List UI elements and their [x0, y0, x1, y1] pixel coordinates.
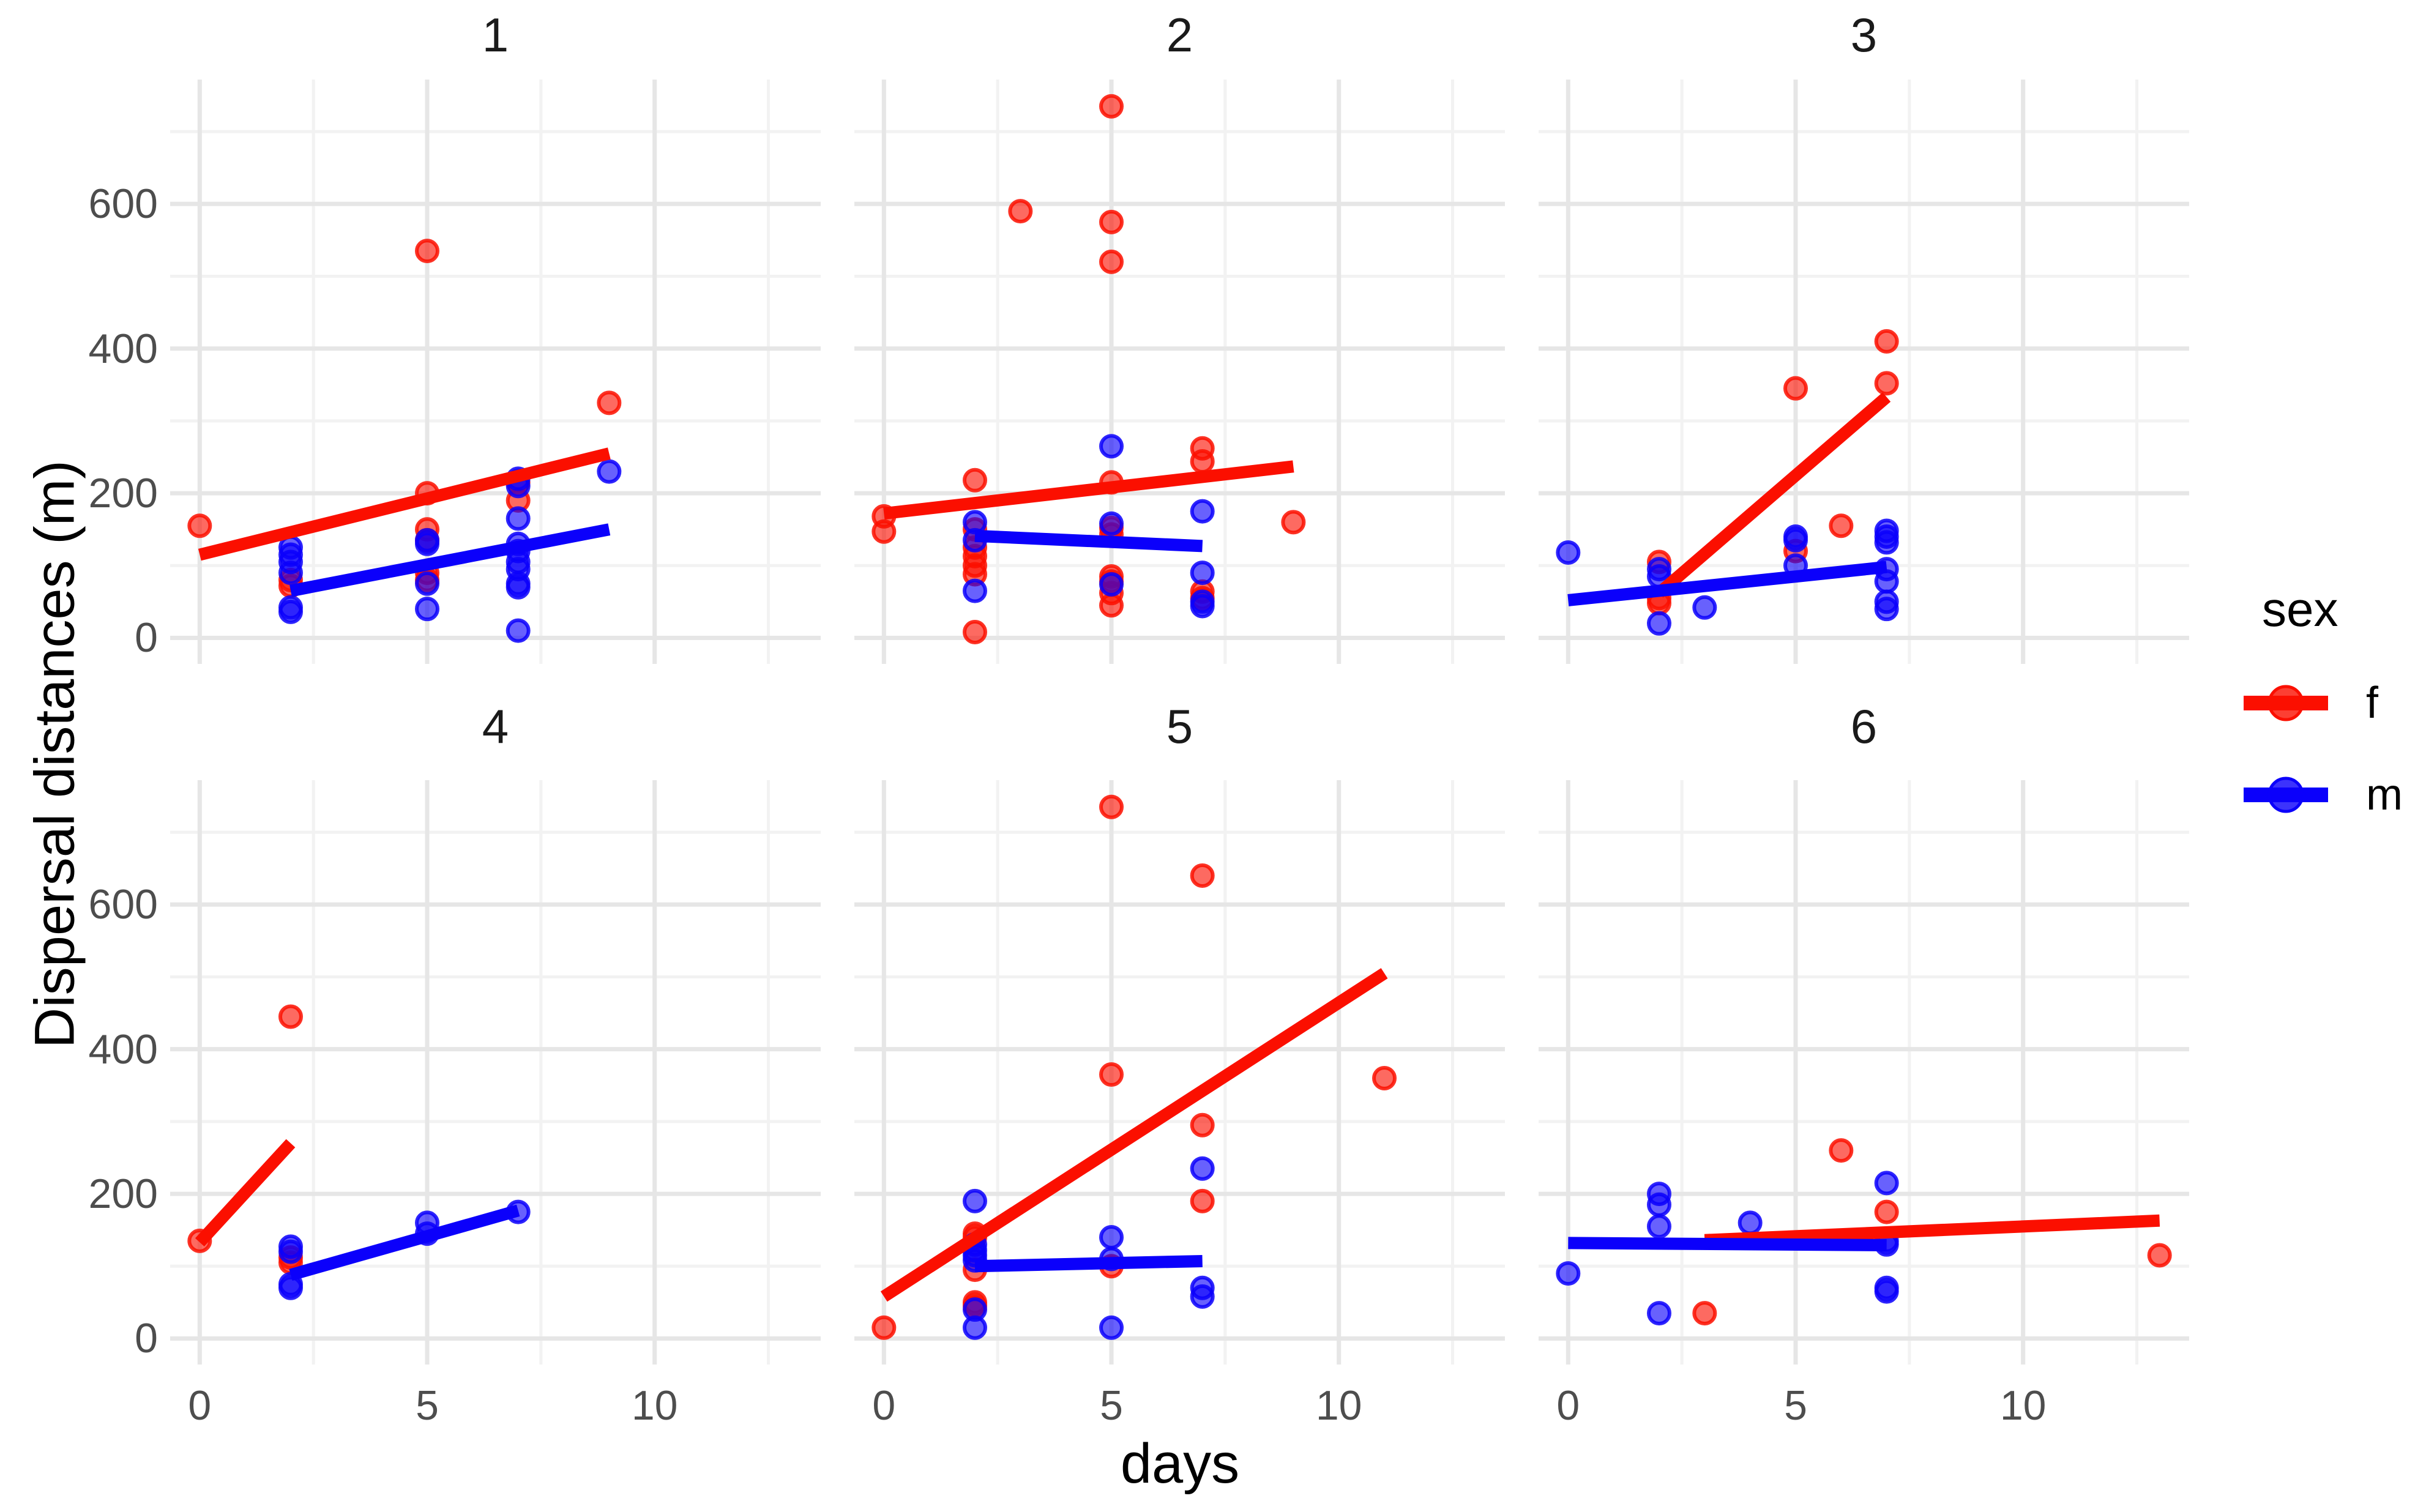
- panel-title-6: 6: [1850, 699, 1878, 753]
- panel-title-5: 5: [1166, 699, 1193, 753]
- y-tick-label: 0: [135, 1315, 158, 1362]
- x-tick-label: 5: [1784, 1382, 1807, 1429]
- plot-panel-6: [1539, 780, 2189, 1365]
- plot-panel-1: [170, 80, 821, 664]
- y-tick-label: 600: [88, 881, 158, 928]
- x-tick-label: 0: [872, 1382, 896, 1429]
- panel-title-4: 4: [482, 699, 509, 753]
- y-tick-label: 200: [88, 1171, 158, 1218]
- y-tick-label: 400: [88, 1026, 158, 1073]
- y-tick-label: 200: [88, 470, 158, 517]
- x-tick-label: 10: [1999, 1382, 2047, 1429]
- legend-entry-f: f: [2240, 677, 2403, 729]
- plot-panel-5: [854, 780, 1505, 1365]
- legend-title: sex: [2262, 582, 2338, 636]
- y-tick-label: 0: [135, 614, 158, 661]
- plot-panel-4: [170, 780, 821, 1365]
- legend-key-f-icon: [2244, 685, 2328, 721]
- plot-panel-2: [854, 80, 1505, 664]
- legend-label-m: m: [2366, 770, 2403, 819]
- legend-entry-m: m: [2240, 769, 2403, 821]
- y-tick-label: 600: [88, 181, 158, 228]
- legend: sex f m: [2240, 581, 2403, 821]
- x-tick-label: 10: [1315, 1382, 1362, 1429]
- legend-key-m-icon: [2244, 776, 2328, 813]
- plot-panel-3: [1539, 80, 2189, 664]
- legend-label-f: f: [2366, 679, 2379, 728]
- panel-title-1: 1: [482, 8, 509, 62]
- panel-title-2: 2: [1166, 8, 1193, 62]
- x-tick-label: 5: [416, 1382, 439, 1429]
- x-tick-label: 5: [1100, 1382, 1123, 1429]
- y-tick-label: 400: [88, 325, 158, 372]
- x-tick-label: 0: [188, 1382, 212, 1429]
- panel-title-3: 3: [1850, 8, 1878, 62]
- x-axis-title: days: [1120, 1432, 1240, 1495]
- x-tick-label: 0: [1556, 1382, 1580, 1429]
- x-tick-label: 10: [631, 1382, 678, 1429]
